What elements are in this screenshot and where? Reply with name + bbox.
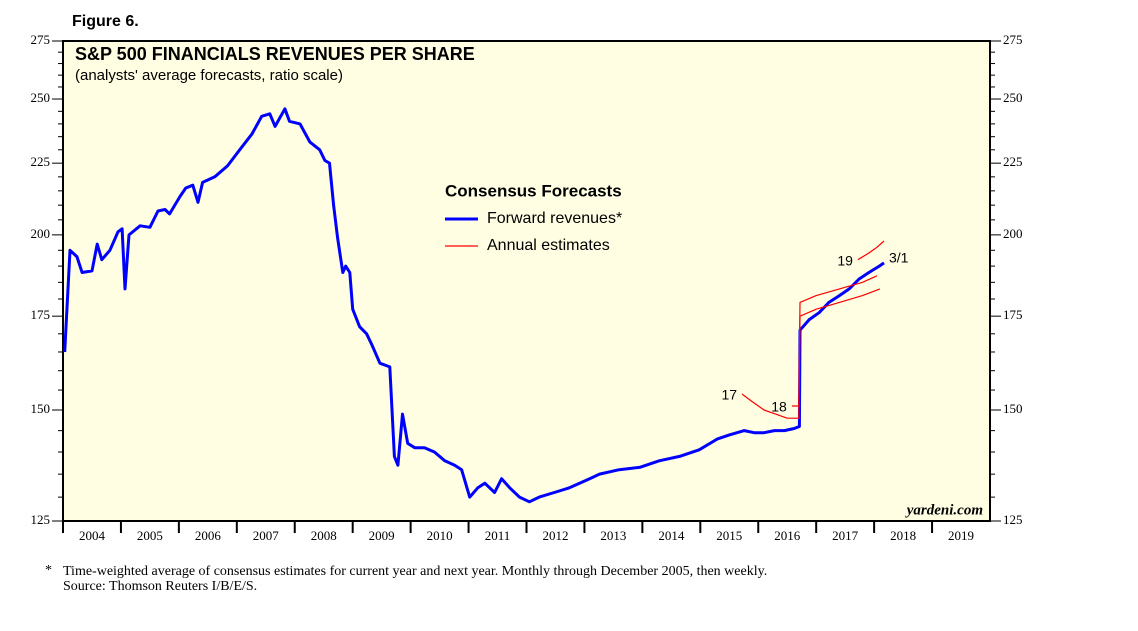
legend-label: Forward revenues*	[487, 210, 622, 227]
x-tick-label: 2016	[774, 528, 801, 543]
y-tick-label: 175	[31, 307, 51, 322]
x-tick-label: 2011	[485, 528, 511, 543]
x-tick-label: 2014	[658, 528, 685, 543]
chart-subtitle: (analysts' average forecasts, ratio scal…	[75, 67, 343, 84]
figure-label: Figure 6.	[72, 13, 139, 30]
footnote: Source: Thomson Reuters I/B/E/S.	[63, 579, 257, 594]
y2-tick-label: 250	[1003, 90, 1023, 105]
y2-tick-label: 275	[1003, 32, 1023, 47]
x-tick-label: 2008	[311, 528, 337, 543]
footnote: Time-weighted average of consensus estim…	[63, 564, 767, 579]
data-line	[63, 107, 885, 504]
x-tick-label: 2017	[832, 528, 859, 543]
y2-tick-label: 175	[1003, 307, 1023, 322]
chart-title: S&P 500 FINANCIALS REVENUES PER SHARE	[75, 44, 475, 64]
y2-tick-label: 150	[1003, 401, 1023, 416]
data-line	[741, 288, 881, 419]
end-label: 3/1	[889, 250, 909, 266]
data-line	[791, 275, 878, 407]
x-tick-label: 2015	[716, 528, 742, 543]
y2-tick-label: 125	[1003, 512, 1023, 527]
x-tick-label: 2007	[253, 528, 280, 543]
legend-label: Annual estimates	[487, 237, 610, 254]
series-label: 17	[721, 387, 737, 403]
y2-tick-label: 225	[1003, 154, 1023, 169]
x-tick-label: 2009	[369, 528, 395, 543]
x-tick-label: 2005	[137, 528, 163, 543]
series-label: 19	[837, 252, 853, 268]
x-tick-label: 2006	[195, 528, 222, 543]
y-tick-label: 250	[31, 90, 51, 105]
y-tick-label: 275	[31, 32, 51, 47]
y-tick-label: 200	[31, 226, 51, 241]
plot-area	[62, 40, 991, 522]
series-label: 18	[771, 399, 787, 415]
x-tick-label: 2012	[542, 528, 568, 543]
data-line	[857, 240, 885, 261]
y-tick-label: 150	[31, 401, 51, 416]
legend-title: Consensus Forecasts	[445, 181, 622, 200]
y2-tick-label: 200	[1003, 226, 1023, 241]
x-tick-label: 2019	[948, 528, 974, 543]
x-tick-label: 2010	[427, 528, 453, 543]
x-tick-label: 2018	[890, 528, 916, 543]
x-tick-label: 2004	[79, 528, 106, 543]
watermark: yardeni.com	[905, 502, 983, 518]
x-tick-label: 2013	[600, 528, 626, 543]
footnote-marker: *	[45, 563, 52, 578]
y-tick-label: 225	[31, 154, 51, 169]
y-tick-label: 125	[31, 512, 51, 527]
